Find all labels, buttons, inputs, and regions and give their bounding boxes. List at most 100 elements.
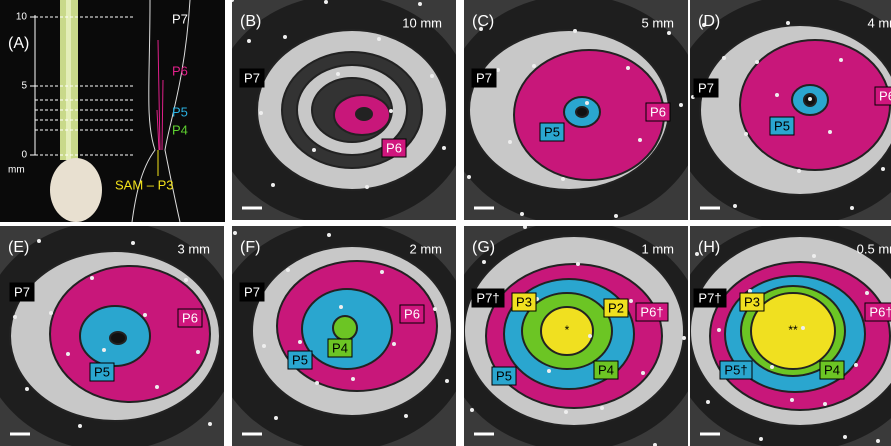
cell bbox=[274, 416, 278, 420]
cell bbox=[380, 270, 384, 274]
panel-label: (F) bbox=[240, 239, 260, 256]
cell bbox=[392, 342, 396, 346]
cell bbox=[49, 311, 53, 315]
cell bbox=[850, 206, 854, 210]
tag: P7 bbox=[244, 70, 260, 85]
panel: (B)10 mmP7P6 bbox=[212, 0, 472, 225]
panel-image bbox=[670, 0, 891, 225]
tick-label: 5 bbox=[21, 81, 27, 92]
cell bbox=[561, 177, 565, 181]
tag: P7† bbox=[698, 290, 721, 305]
cell bbox=[196, 350, 200, 354]
cell bbox=[744, 132, 748, 136]
cell bbox=[629, 299, 633, 303]
cell bbox=[78, 424, 82, 428]
cell bbox=[854, 363, 858, 367]
cell bbox=[442, 146, 446, 150]
figure: (A)1050mmP7P6P5P4SAM – P3 (B)10 mmP7P6(C… bbox=[0, 0, 891, 446]
cell bbox=[283, 35, 287, 39]
cell bbox=[808, 97, 812, 101]
tag: P6† bbox=[869, 304, 891, 319]
cell bbox=[445, 379, 449, 383]
panel-label: (B) bbox=[240, 13, 261, 30]
cell bbox=[801, 326, 805, 330]
scale-label: 4 mm bbox=[868, 15, 891, 30]
cell bbox=[573, 29, 577, 33]
cell bbox=[389, 109, 393, 113]
cell bbox=[667, 31, 671, 35]
tag: P7 bbox=[244, 284, 260, 299]
panel-label: (A) bbox=[8, 35, 29, 52]
panel-background bbox=[0, 0, 225, 222]
tag: P4 bbox=[824, 362, 840, 377]
stage-label: P6 bbox=[172, 63, 188, 78]
tag: P4 bbox=[598, 362, 614, 377]
tag: P5† bbox=[724, 362, 747, 377]
leaf-ring bbox=[110, 332, 126, 344]
cell bbox=[865, 291, 869, 295]
panel: (D) 4 mm P7 P5 P6 bbox=[670, 0, 891, 225]
panel: (H) 0.5 mm ** P7† P3 P6† P5† P4 bbox=[670, 221, 891, 446]
center-mark: * bbox=[565, 323, 570, 337]
cell bbox=[262, 344, 266, 348]
tag: P7 bbox=[698, 80, 714, 95]
panel-image bbox=[212, 0, 472, 225]
cell bbox=[233, 231, 237, 235]
cell bbox=[770, 365, 774, 369]
tag: P5 bbox=[94, 364, 110, 379]
unit-label: mm bbox=[8, 165, 25, 176]
tag: P5 bbox=[774, 118, 790, 133]
tag: P6 bbox=[386, 140, 402, 155]
cell bbox=[564, 410, 568, 414]
stage-label: P4 bbox=[172, 122, 188, 137]
cell bbox=[351, 377, 355, 381]
cell bbox=[641, 371, 645, 375]
cell bbox=[143, 313, 147, 317]
tag: P7† bbox=[476, 290, 499, 305]
cell bbox=[812, 254, 816, 258]
cell bbox=[547, 369, 551, 373]
panel-label: (H) bbox=[698, 239, 720, 256]
cell bbox=[467, 175, 471, 179]
cell bbox=[775, 93, 779, 97]
base bbox=[50, 158, 102, 222]
cell bbox=[324, 0, 328, 4]
cell bbox=[365, 185, 369, 189]
cell bbox=[259, 111, 263, 115]
cell bbox=[717, 328, 721, 332]
cell bbox=[377, 37, 381, 41]
scale-label: 0.5 mm bbox=[857, 241, 891, 256]
cell bbox=[37, 239, 41, 243]
cell bbox=[759, 437, 763, 441]
stage-label: P5 bbox=[172, 104, 188, 119]
cell bbox=[315, 381, 319, 385]
cell bbox=[614, 214, 618, 218]
tag: P5 bbox=[292, 352, 308, 367]
tag: P6 bbox=[650, 104, 666, 119]
center-mark: ** bbox=[788, 323, 798, 337]
cell bbox=[797, 169, 801, 173]
leaf-ring bbox=[333, 316, 357, 340]
cell bbox=[470, 408, 474, 412]
tag: P6 bbox=[404, 306, 420, 321]
cell bbox=[102, 348, 106, 352]
cell bbox=[843, 435, 847, 439]
cell bbox=[839, 58, 843, 62]
cell bbox=[520, 212, 524, 216]
cell bbox=[327, 233, 331, 237]
tag: P6 bbox=[879, 88, 891, 103]
cell bbox=[679, 103, 683, 107]
panel-label: (E) bbox=[8, 239, 29, 256]
tag: P3 bbox=[744, 294, 760, 309]
cell bbox=[588, 334, 592, 338]
cell bbox=[790, 398, 794, 402]
stem-highlight bbox=[66, 0, 71, 160]
tick-label: 0 bbox=[21, 150, 27, 161]
cell bbox=[247, 39, 251, 43]
cell bbox=[482, 260, 486, 264]
cell bbox=[532, 64, 536, 68]
tag: P2 bbox=[608, 300, 624, 315]
panel-label: (D) bbox=[698, 13, 720, 30]
cell bbox=[418, 2, 422, 6]
